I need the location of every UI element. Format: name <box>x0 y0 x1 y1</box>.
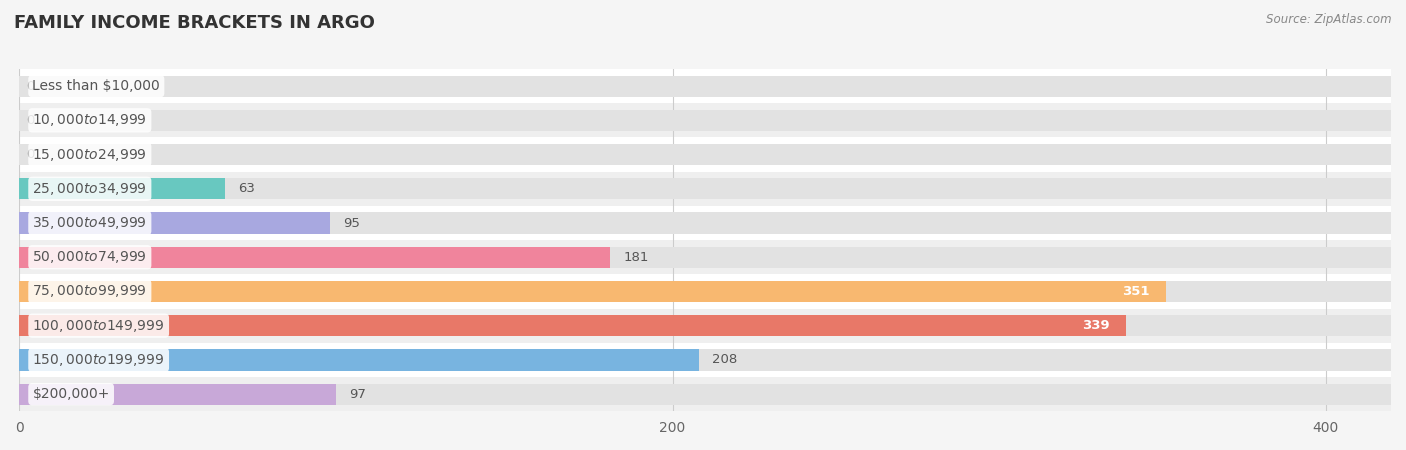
Bar <box>20 281 1166 302</box>
Text: 95: 95 <box>343 216 360 230</box>
Bar <box>20 343 1391 377</box>
Bar <box>20 110 1391 131</box>
Bar <box>20 178 225 199</box>
Text: $75,000 to $99,999: $75,000 to $99,999 <box>32 284 148 300</box>
Text: $25,000 to $34,999: $25,000 to $34,999 <box>32 181 148 197</box>
Bar <box>20 349 1391 370</box>
Bar <box>20 144 1391 165</box>
Bar <box>20 315 1391 336</box>
Text: $15,000 to $24,999: $15,000 to $24,999 <box>32 147 148 162</box>
Text: Source: ZipAtlas.com: Source: ZipAtlas.com <box>1267 14 1392 27</box>
Text: 0: 0 <box>25 80 34 93</box>
Text: 97: 97 <box>349 387 366 400</box>
Text: FAMILY INCOME BRACKETS IN ARGO: FAMILY INCOME BRACKETS IN ARGO <box>14 14 375 32</box>
Text: Less than $10,000: Less than $10,000 <box>32 79 160 93</box>
Text: $35,000 to $49,999: $35,000 to $49,999 <box>32 215 148 231</box>
Bar <box>20 240 1391 274</box>
Bar <box>20 212 329 234</box>
Bar <box>20 247 610 268</box>
Bar <box>20 172 1391 206</box>
Text: 351: 351 <box>1122 285 1149 298</box>
Bar <box>20 349 699 370</box>
Text: 63: 63 <box>238 182 254 195</box>
Bar <box>20 309 1391 343</box>
Text: $100,000 to $149,999: $100,000 to $149,999 <box>32 318 165 334</box>
Bar <box>20 178 1391 199</box>
Text: $50,000 to $74,999: $50,000 to $74,999 <box>32 249 148 265</box>
Text: $10,000 to $14,999: $10,000 to $14,999 <box>32 112 148 128</box>
Text: 208: 208 <box>711 353 737 366</box>
Text: $200,000+: $200,000+ <box>32 387 110 401</box>
Bar <box>20 69 1391 103</box>
Text: 0: 0 <box>25 114 34 127</box>
Bar <box>20 247 1391 268</box>
Bar <box>20 103 1391 137</box>
Text: $150,000 to $199,999: $150,000 to $199,999 <box>32 352 165 368</box>
Bar <box>20 383 336 405</box>
Bar <box>20 315 1126 336</box>
Bar <box>20 274 1391 309</box>
Bar <box>20 212 1391 234</box>
Text: 181: 181 <box>623 251 650 264</box>
Bar <box>20 281 1391 302</box>
Bar <box>20 76 1391 97</box>
Bar <box>20 206 1391 240</box>
Text: 339: 339 <box>1083 319 1111 332</box>
Bar <box>20 137 1391 172</box>
Text: 0: 0 <box>25 148 34 161</box>
Bar <box>20 383 1391 405</box>
Bar <box>20 377 1391 411</box>
